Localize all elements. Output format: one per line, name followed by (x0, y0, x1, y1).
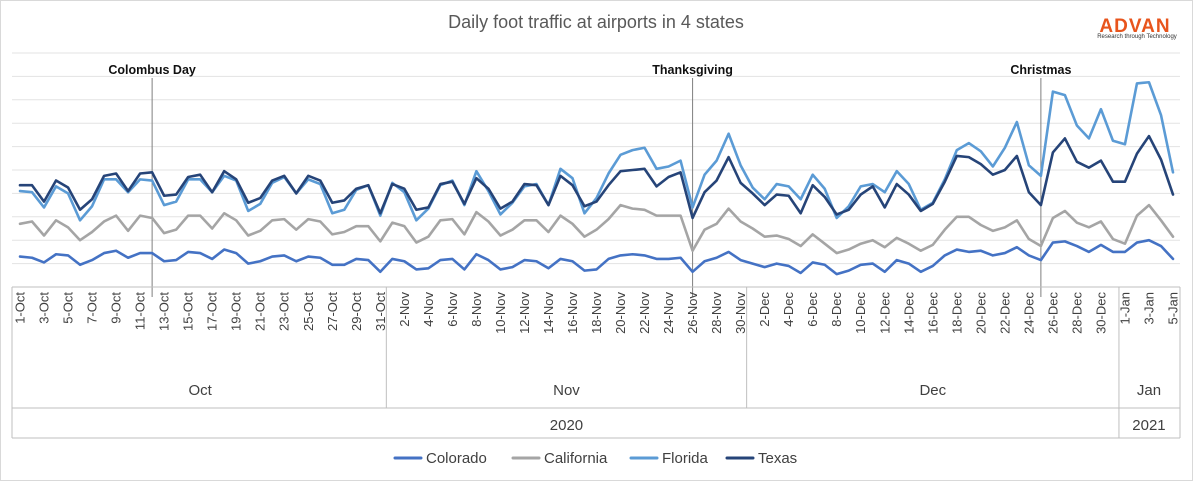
x-tick-label: 1-Jan (1117, 292, 1132, 325)
x-tick-label: 15-Oct (181, 292, 196, 331)
logo-tagline: Research through Technology (1097, 34, 1177, 40)
series-line-california (18, 203, 1175, 255)
chart-title: Daily foot traffic at airports in 4 stat… (448, 12, 744, 32)
series-line-colorado (18, 238, 1175, 276)
x-tick-label: 10-Nov (493, 292, 508, 334)
x-tick-label: 3-Jan (1141, 292, 1156, 325)
x-tick-label: 9-Oct (109, 292, 124, 324)
x-tick-label: 6-Dec (805, 292, 820, 327)
legend-item: Texas (725, 450, 797, 467)
x-tick-label: 6-Nov (445, 292, 460, 327)
legend-label: Texas (758, 450, 797, 467)
x-tick-label: 4-Nov (421, 292, 436, 327)
x-tick-label: 1-Oct (13, 292, 28, 324)
x-tick-label: 31-Oct (373, 292, 388, 331)
legend: Colorado California Florida Texas (393, 450, 797, 467)
gridlines (12, 52, 1180, 288)
x-tick-label: 18-Nov (589, 292, 604, 334)
legend-item: Florida (629, 450, 709, 467)
x-tick-label: 13-Oct (157, 292, 172, 331)
x-tick-label: 21-Oct (253, 292, 268, 331)
x-tick-label: 23-Oct (277, 292, 292, 331)
month-label: Dec (919, 382, 946, 399)
x-tick-label: 20-Nov (613, 292, 628, 334)
x-axis: 1-Oct 3-Oct 5-Oct 7-Oct 9-Oct 11-Oct 13-Oct 15-… (11, 286, 1181, 439)
x-tick-label: 28-Nov (709, 292, 724, 334)
x-tick-label: 8-Nov (469, 292, 484, 327)
series-line-texas (18, 134, 1175, 220)
x-tick-label: 26-Nov (685, 292, 700, 334)
series-lines (18, 80, 1175, 276)
x-tick-label: 16-Dec (925, 292, 940, 334)
x-tick-label: 24-Dec (1021, 292, 1036, 334)
x-tick-label: 18-Dec (949, 292, 964, 334)
x-tick-label: 8-Dec (829, 292, 844, 327)
x-tick-label: 2-Nov (397, 292, 412, 327)
event-label: Thanksgiving (652, 63, 733, 77)
x-tick-label: 30-Nov (733, 292, 748, 334)
legend-label: Colorado (426, 450, 487, 467)
event-label: Colombus Day (108, 63, 196, 77)
event-markers: Colombus Day Thanksgiving Christmas (108, 63, 1071, 297)
x-tick-label: 28-Dec (1069, 292, 1084, 334)
x-tick-label: 7-Oct (85, 292, 100, 324)
logo-text: ADVAN (1099, 16, 1170, 37)
legend-item: California (511, 450, 608, 467)
x-tick-label: 11-Oct (133, 292, 148, 330)
legend-label: California (544, 450, 608, 467)
x-tick-label: 25-Oct (301, 292, 316, 331)
event-label: Christmas (1010, 63, 1071, 77)
month-label: Oct (188, 382, 212, 399)
x-tick-label: 10-Dec (853, 292, 868, 334)
x-tick-label: 22-Dec (997, 292, 1012, 334)
x-tick-label: 19-Oct (229, 292, 244, 331)
x-tick-label: 30-Dec (1093, 292, 1108, 334)
legend-item: Colorado (393, 450, 487, 467)
x-tick-label: 14-Dec (901, 292, 916, 334)
brand-logo: ADVAN Research through Technology (1097, 16, 1177, 40)
x-tick-label: 17-Oct (205, 292, 220, 331)
x-tick-label: 26-Dec (1045, 292, 1060, 334)
x-tick-label: 16-Nov (565, 292, 580, 334)
x-tick-label: 27-Oct (325, 292, 340, 331)
x-tick-label: 5-Oct (61, 292, 76, 324)
x-tick-label: 12-Nov (517, 292, 532, 334)
x-tick-label: 12-Dec (877, 292, 892, 334)
x-tick-label: 5-Jan (1166, 292, 1181, 325)
x-tick-label: 3-Oct (37, 292, 52, 324)
x-tick-label: 14-Nov (541, 292, 556, 334)
x-tick-label: 20-Dec (973, 292, 988, 334)
x-tick-label: 4-Dec (781, 292, 796, 327)
x-tick-label: 22-Nov (637, 292, 652, 334)
x-tick-label: 29-Oct (349, 292, 364, 331)
year-label: 2021 (1132, 417, 1165, 434)
legend-label: Florida (662, 450, 709, 467)
year-label: 2020 (550, 417, 583, 434)
month-label: Jan (1137, 382, 1161, 399)
month-label: Nov (553, 382, 580, 399)
x-tick-label: 2-Dec (757, 292, 772, 327)
x-tick-label: 24-Nov (661, 292, 676, 334)
